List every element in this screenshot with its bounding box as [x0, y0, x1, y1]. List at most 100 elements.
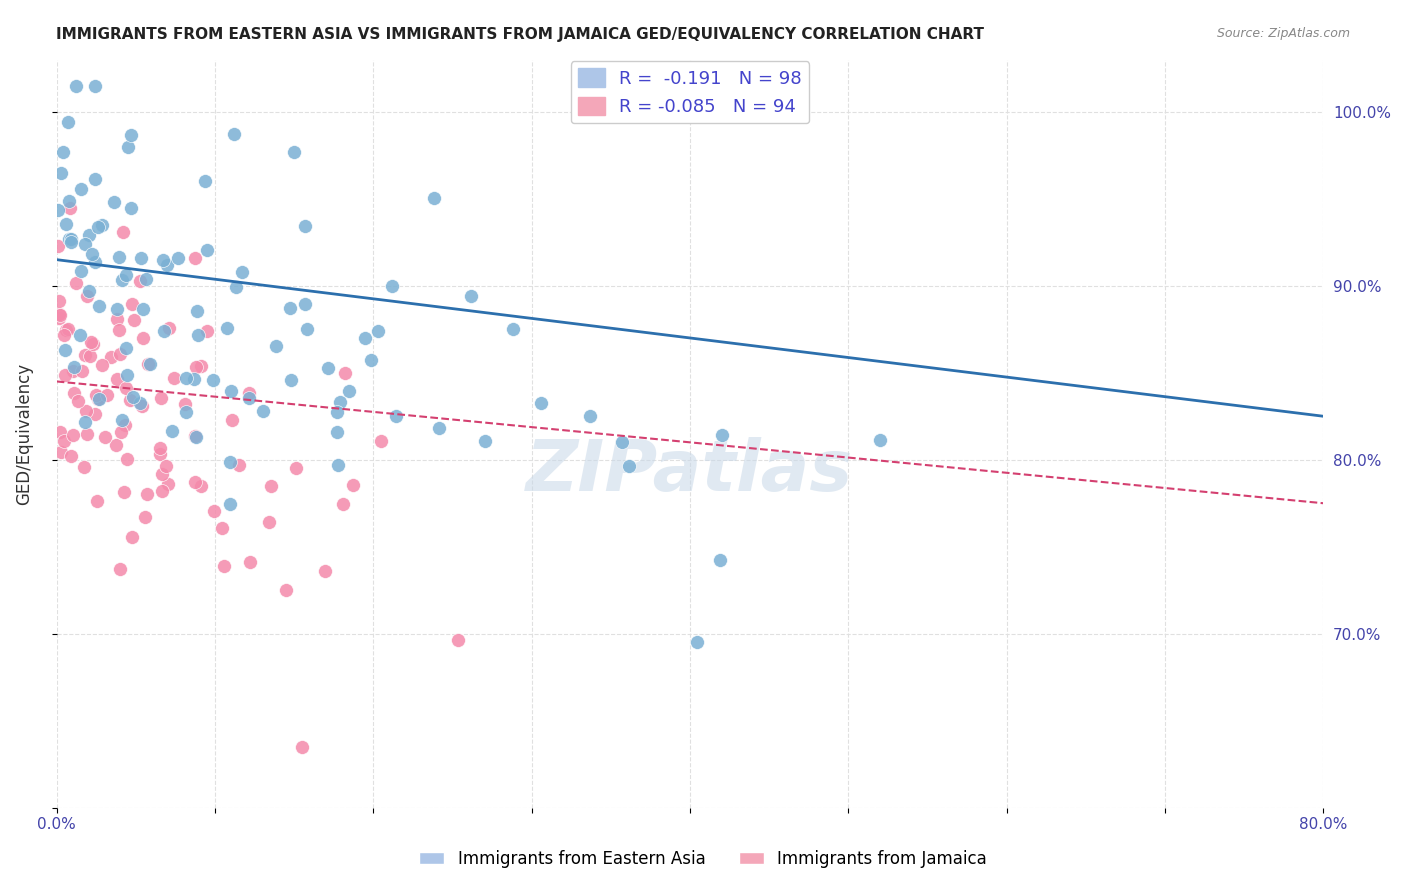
- Point: [136, 357, 159, 371]
- Point: [111, 413, 134, 427]
- Point: [115, 381, 138, 395]
- Point: [176, 405, 198, 419]
- Point: [202, 504, 225, 518]
- Point: [49, 425, 72, 439]
- Point: [120, 393, 142, 408]
- Point: [163, 371, 186, 385]
- Point: [76, 289, 98, 303]
- Point: [329, 395, 352, 409]
- Point: [131, 399, 153, 413]
- Point: [610, 435, 633, 450]
- Point: [427, 421, 450, 435]
- Point: [66, 393, 89, 408]
- Point: [112, 484, 135, 499]
- Point: [79, 335, 101, 350]
- Point: [218, 455, 240, 469]
- Point: [219, 384, 242, 399]
- Point: [578, 409, 600, 423]
- Point: [75, 236, 97, 251]
- Point: [174, 371, 197, 385]
- Point: [73, 460, 96, 475]
- Point: [231, 265, 253, 279]
- Point: [114, 268, 136, 283]
- Point: [423, 191, 446, 205]
- Point: [86, 392, 108, 406]
- Point: [62, 386, 84, 401]
- Point: [502, 322, 524, 336]
- Point: [60, 449, 83, 463]
- Point: [62, 428, 84, 442]
- Point: [75, 404, 97, 418]
- Point: [49, 166, 72, 180]
- Point: [134, 510, 156, 524]
- Point: [65, 78, 87, 93]
- Point: [370, 434, 392, 448]
- Point: [157, 321, 180, 335]
- Point: [474, 434, 496, 448]
- Point: [86, 494, 108, 508]
- Point: [132, 301, 155, 316]
- Point: [82, 247, 104, 261]
- Point: [353, 330, 375, 344]
- Point: [156, 258, 179, 272]
- Point: [103, 194, 125, 209]
- Point: [367, 324, 389, 338]
- Point: [460, 289, 482, 303]
- Point: [221, 412, 243, 426]
- Point: [96, 387, 118, 401]
- Point: [69, 328, 91, 343]
- Point: [52, 434, 75, 448]
- Point: [326, 458, 349, 473]
- Point: [153, 324, 176, 338]
- Point: [117, 452, 139, 467]
- Point: [183, 429, 205, 443]
- Legend: R =  -0.191   N = 98, R = -0.085   N = 94: R = -0.191 N = 98, R = -0.085 N = 94: [571, 62, 810, 123]
- Point: [195, 243, 218, 257]
- Point: [70, 263, 93, 277]
- Point: [167, 251, 190, 265]
- Point: [108, 323, 131, 337]
- Point: [122, 390, 145, 404]
- Point: [63, 359, 86, 374]
- Point: [264, 339, 287, 353]
- Point: [190, 359, 212, 374]
- Point: [342, 478, 364, 492]
- Point: [190, 479, 212, 493]
- Point: [135, 487, 157, 501]
- Point: [75, 349, 97, 363]
- Point: [129, 396, 152, 410]
- Point: [135, 272, 157, 286]
- Point: [202, 373, 225, 387]
- Point: [58, 194, 80, 208]
- Point: [82, 337, 104, 351]
- Point: [124, 313, 146, 327]
- Point: [869, 434, 891, 448]
- Point: [211, 520, 233, 534]
- Point: [224, 128, 246, 142]
- Text: IMMIGRANTS FROM EASTERN ASIA VS IMMIGRANTS FROM JAMAICA GED/EQUIVALENCY CORRELAT: IMMIGRANTS FROM EASTERN ASIA VS IMMIGRAN…: [56, 27, 984, 42]
- Point: [187, 327, 209, 342]
- Point: [111, 225, 134, 239]
- Point: [79, 349, 101, 363]
- Point: [91, 358, 114, 372]
- Point: [360, 352, 382, 367]
- Point: [326, 405, 349, 419]
- Point: [53, 327, 76, 342]
- Point: [260, 478, 283, 492]
- Point: [294, 219, 316, 233]
- Point: [77, 228, 100, 243]
- Point: [46, 238, 69, 252]
- Point: [294, 296, 316, 310]
- Point: [335, 366, 357, 380]
- Point: [139, 357, 162, 371]
- Point: [62, 364, 84, 378]
- Point: [58, 232, 80, 246]
- Point: [60, 235, 83, 249]
- Point: [686, 635, 709, 649]
- Point: [104, 438, 127, 452]
- Point: [238, 391, 260, 405]
- Point: [107, 311, 129, 326]
- Point: [83, 255, 105, 269]
- Point: [129, 251, 152, 265]
- Point: [91, 218, 114, 232]
